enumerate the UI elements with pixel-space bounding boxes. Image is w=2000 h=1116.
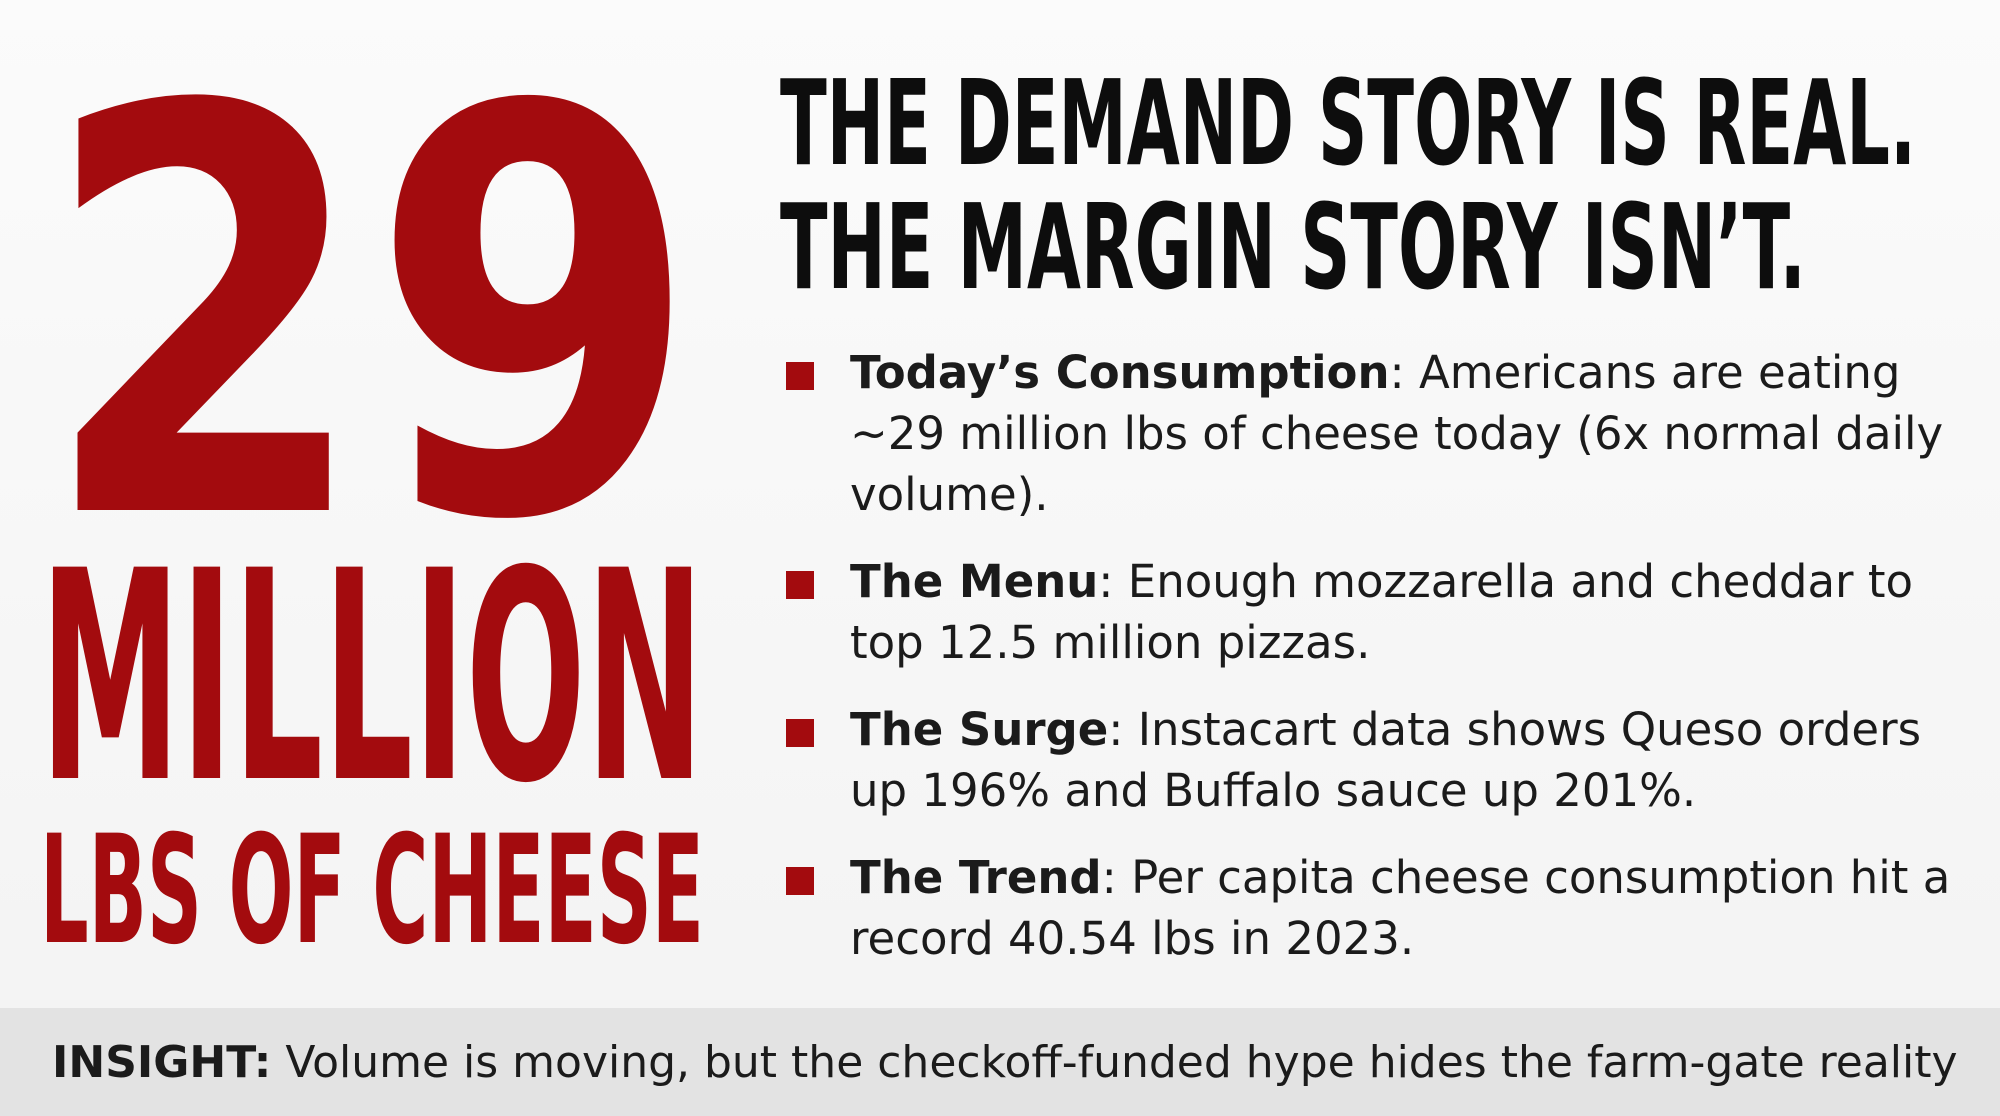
headline-line-1: THE DEMAND STORY IS REAL. xyxy=(780,62,1916,192)
hero-subtitle: LBS OF CHEESE xyxy=(40,804,704,960)
headline: THE DEMAND STORY IS REAL. THE MARGIN STO… xyxy=(780,62,1916,312)
bullet-text: Instacart data shows Queso orders up 196… xyxy=(850,703,1922,817)
insight-label: INSIGHT: xyxy=(52,1036,272,1088)
bullet-item-surge: The Surge: Instacart data shows Queso or… xyxy=(786,699,1966,821)
bullet-term: The Surge xyxy=(850,703,1109,756)
insight-text: INSIGHT: Volume is moving, but the check… xyxy=(52,1037,1958,1088)
bullet-square-icon xyxy=(786,867,814,895)
bullet-square-icon xyxy=(786,362,814,390)
bullet-list: Today’s Consumption: Americans are eatin… xyxy=(786,342,1966,995)
hero-figure: 29 MILLION LBS OF CHEESE xyxy=(40,40,704,960)
headline-line-2: THE MARGIN STORY ISN’T. xyxy=(780,178,1806,312)
hero-unit: MILLION xyxy=(40,510,704,847)
insight-body: Volume is moving, but the checkoff-funde… xyxy=(271,1036,1958,1088)
bullet-separator: : xyxy=(1098,555,1114,608)
bullet-term: The Trend xyxy=(850,851,1102,904)
bullet-text: Per capita cheese consumption hit a reco… xyxy=(850,851,1951,965)
insight-band: INSIGHT: Volume is moving, but the check… xyxy=(0,1008,2000,1116)
bullet-text: Enough mozzarella and cheddar to top 12.… xyxy=(850,555,1914,669)
bullet-square-icon xyxy=(786,719,814,747)
bullet-item-menu: The Menu: Enough mozzarella and cheddar … xyxy=(786,551,1966,673)
bullet-term: Today’s Consumption xyxy=(850,346,1390,399)
bullet-square-icon xyxy=(786,571,814,599)
bullet-item-consumption: Today’s Consumption: Americans are eatin… xyxy=(786,342,1966,525)
bullet-separator: : xyxy=(1389,346,1405,399)
bullet-text: Americans are eating ~29 million lbs of … xyxy=(850,346,1944,521)
hero-number: 29 xyxy=(40,40,700,643)
bullet-term: The Menu xyxy=(850,555,1099,608)
bullet-separator: : xyxy=(1101,851,1117,904)
bullet-item-trend: The Trend: Per capita cheese consumption… xyxy=(786,847,1966,969)
bullet-separator: : xyxy=(1108,703,1124,756)
